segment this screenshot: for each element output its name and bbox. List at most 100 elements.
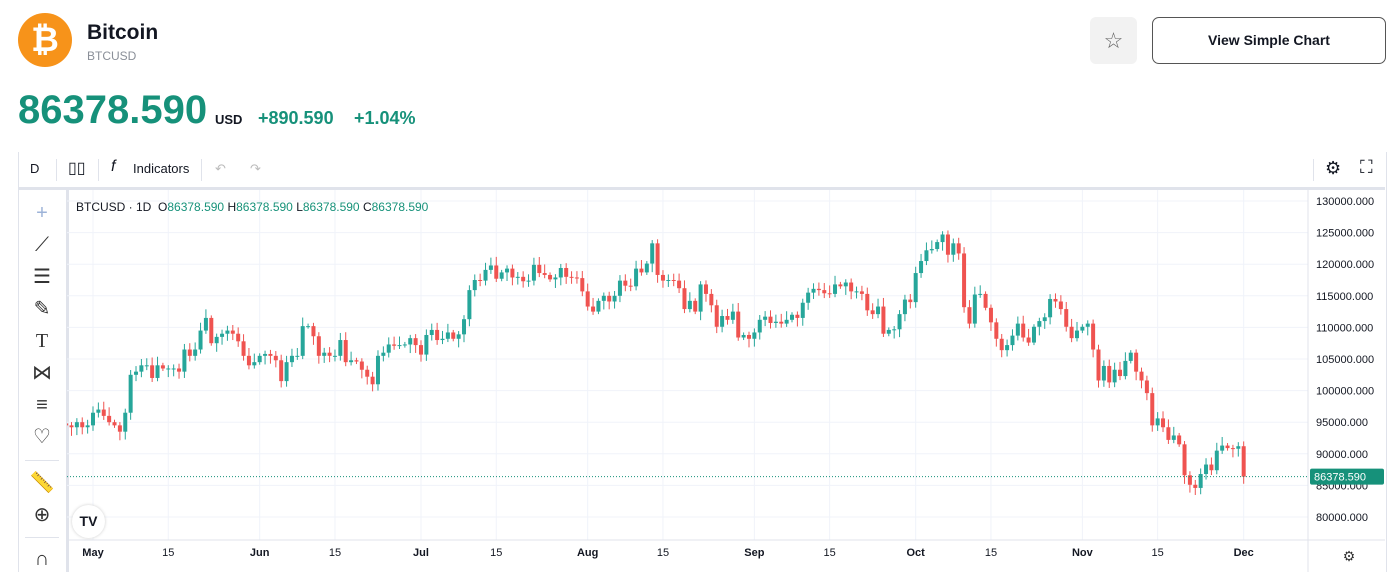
candle-body	[397, 345, 402, 347]
candle-body	[531, 264, 536, 281]
view-simple-chart-button[interactable]: View Simple Chart	[1152, 17, 1386, 64]
trend-line-icon[interactable]: ⟋	[35, 234, 49, 256]
candle-body	[558, 267, 563, 278]
candle-body	[763, 316, 768, 320]
candle-body	[806, 292, 811, 303]
candle-body	[1074, 330, 1079, 339]
candle-body	[644, 263, 649, 273]
candle-body	[505, 268, 510, 273]
candle-body	[408, 338, 413, 345]
candle-body	[838, 284, 843, 287]
candle-body	[988, 307, 993, 323]
favorite-button[interactable]: ☆	[1090, 17, 1137, 64]
candle-body	[725, 316, 730, 320]
fib-icon[interactable]: ☰	[33, 266, 51, 288]
candle-body	[714, 305, 719, 327]
candle-body	[187, 349, 192, 356]
candle-body	[359, 361, 364, 370]
candle-body	[935, 242, 940, 250]
chart-toolbar: D ▯▯ f Indicators ↶ ↷ ⚙ ⛶	[18, 152, 1385, 190]
candle-body	[1155, 418, 1160, 426]
candle-body	[1241, 446, 1246, 477]
candle-body	[843, 282, 848, 287]
undo-icon[interactable]: ↶	[215, 161, 226, 176]
asset-name: Bitcoin	[87, 21, 159, 44]
candle-body	[230, 330, 235, 334]
star-icon: ☆	[1103, 28, 1124, 53]
candle-body	[574, 277, 579, 279]
candle-body	[515, 276, 520, 278]
candles-icon[interactable]: ▯▯	[68, 160, 86, 177]
candle-body	[112, 422, 117, 426]
candle-body	[268, 353, 273, 356]
last-price-label: 86378.590	[1314, 472, 1366, 484]
candle-body	[746, 334, 751, 339]
candle-body	[182, 349, 187, 372]
candle-body	[177, 368, 182, 372]
heart-icon[interactable]: ♡	[33, 426, 51, 448]
candle-body	[720, 316, 725, 327]
redo-icon[interactable]: ↷	[250, 161, 261, 176]
candle-body	[322, 352, 327, 356]
candle-body	[924, 250, 929, 262]
candle-body	[96, 409, 101, 413]
candle-body	[1134, 352, 1139, 372]
forecast-icon[interactable]: ≡	[36, 394, 48, 416]
candle-body	[429, 329, 434, 335]
legend-symbol: BTCUSD · 1D	[76, 200, 152, 214]
asset-ticker: BTCUSD	[87, 49, 137, 63]
candle-body	[1080, 326, 1085, 331]
y-tick-label: 110000.000	[1316, 322, 1373, 334]
candle-body	[1209, 464, 1214, 471]
candle-body	[462, 319, 467, 335]
interval-button[interactable]: D	[30, 161, 40, 176]
low-label: L	[296, 200, 303, 214]
gear-icon[interactable]: ⚙	[1325, 158, 1342, 178]
candle-body	[628, 285, 633, 287]
candle-body	[311, 326, 316, 337]
x-tick-label: Nov	[1072, 547, 1094, 559]
candle-body	[381, 352, 386, 356]
tradingview-logo[interactable]: TV	[72, 505, 105, 538]
y-tick-label: 80000.000	[1316, 512, 1368, 524]
function-icon: f	[111, 158, 116, 175]
candle-body	[784, 319, 789, 324]
candle-body	[687, 300, 692, 310]
indicators-button[interactable]: Indicators	[133, 161, 190, 176]
candle-body	[612, 295, 617, 302]
x-tick-label: Jul	[413, 547, 429, 559]
candle-body	[816, 288, 821, 291]
y-tick-label: 90000.000	[1316, 449, 1368, 461]
pattern-icon[interactable]: ⋈	[32, 362, 52, 384]
text-icon[interactable]: T	[35, 330, 49, 352]
candle-body	[214, 336, 219, 344]
candlestick-chart[interactable]: 130000.000 125000.000 120000.000 115000.000…	[67, 190, 1385, 572]
fullscreen-icon[interactable]: ⛶	[1360, 157, 1373, 177]
crosshair-icon[interactable]: +	[36, 202, 48, 224]
candle-body	[1064, 309, 1069, 327]
candle-body	[1021, 323, 1026, 338]
brush-icon[interactable]: ✎	[33, 298, 51, 320]
candle-body	[203, 317, 208, 331]
candle-body	[171, 368, 176, 370]
low-value: 86378.590	[302, 200, 360, 214]
zoom-in-icon[interactable]: ⊕	[33, 504, 51, 526]
ruler-icon[interactable]: 📏	[29, 472, 55, 494]
x-tick-label: 15	[490, 547, 502, 559]
candle-body	[677, 280, 682, 289]
candle-body	[1150, 393, 1155, 426]
candle-body	[983, 293, 988, 308]
candle-body	[913, 273, 918, 303]
x-tick-label: 15	[329, 547, 341, 559]
candle-body	[902, 299, 907, 315]
candle-body	[332, 355, 337, 357]
candle-body	[1161, 418, 1166, 428]
candle-body	[1118, 369, 1123, 377]
candle-body	[703, 284, 708, 294]
candle-body	[1042, 317, 1047, 322]
high-value: 86378.590	[236, 200, 293, 214]
candle-body	[1193, 484, 1198, 488]
candle-body	[289, 355, 294, 363]
candle-body	[354, 360, 359, 362]
magnet-icon[interactable]: ∩	[34, 548, 50, 570]
